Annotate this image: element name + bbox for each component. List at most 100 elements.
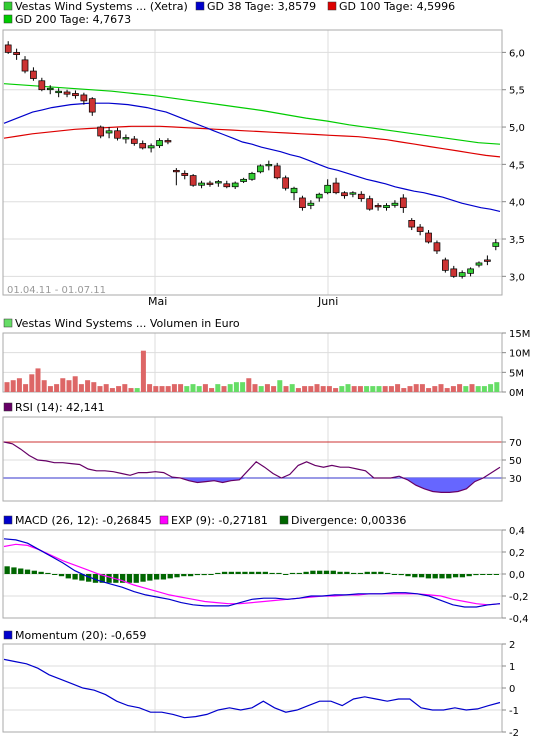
divergence-bar bbox=[194, 574, 201, 576]
divergence-bar bbox=[344, 571, 350, 574]
candle bbox=[172, 168, 180, 186]
volume-bar bbox=[271, 386, 277, 392]
volume-bar bbox=[258, 386, 264, 392]
rsi-tick-label: 50 bbox=[509, 456, 522, 467]
volume-bar bbox=[395, 384, 401, 392]
legend-label-exp: EXP (9): -0,27181 bbox=[171, 514, 268, 527]
candle bbox=[88, 97, 96, 116]
divergence-bar bbox=[65, 574, 71, 579]
candle-body bbox=[408, 220, 416, 228]
candle-body bbox=[130, 138, 138, 144]
candle bbox=[13, 48, 20, 60]
divergence-bar bbox=[228, 571, 235, 574]
legend-label-macd: MACD (26, 12): -0,26845 bbox=[15, 514, 152, 527]
candle-body bbox=[97, 126, 105, 137]
divergence-bar bbox=[79, 574, 85, 581]
candle bbox=[223, 180, 231, 189]
macd-line bbox=[3, 538, 501, 608]
volume-bar bbox=[370, 386, 376, 392]
divergence-bar bbox=[201, 574, 207, 576]
volume-bar bbox=[16, 378, 22, 392]
legend-label-gd200: GD 200 Tage: 4,7673 bbox=[15, 13, 131, 26]
legend-swatch-exp bbox=[159, 515, 169, 525]
divergence-bar bbox=[371, 571, 377, 574]
candle-body bbox=[475, 262, 483, 266]
candle-body bbox=[105, 130, 113, 134]
volume-bar bbox=[54, 384, 60, 392]
candle bbox=[341, 191, 348, 199]
candlesticks bbox=[4, 41, 500, 279]
candle bbox=[231, 181, 239, 189]
divergence-bar bbox=[330, 570, 336, 574]
volume-bar bbox=[463, 386, 469, 392]
volume-bar bbox=[233, 382, 239, 392]
candle bbox=[139, 140, 147, 150]
candle bbox=[4, 41, 12, 54]
candle-body bbox=[349, 192, 357, 195]
volume-bar bbox=[91, 382, 97, 392]
legend-label-price: Vestas Wind Systems ... (Xetra) bbox=[15, 0, 188, 13]
divergence-bar bbox=[439, 574, 445, 579]
divergence-bar bbox=[323, 570, 330, 574]
divergence-bar bbox=[215, 572, 221, 574]
candle bbox=[130, 136, 138, 146]
divergence-bar bbox=[181, 574, 187, 577]
date-range-label: 01.04.11 - 01.07.11 bbox=[7, 285, 106, 296]
candle bbox=[282, 175, 289, 191]
candle-body bbox=[416, 226, 424, 232]
divergence-bar bbox=[18, 568, 24, 574]
divergence-bar bbox=[364, 571, 370, 574]
gd38-polyline bbox=[3, 102, 501, 212]
legend-label-gd100: GD 100 Tage: 4,5996 bbox=[339, 0, 455, 13]
candle-body bbox=[215, 181, 222, 184]
macd-tick-label: 0,4 bbox=[509, 526, 525, 537]
volume-bar bbox=[295, 388, 301, 392]
divergence-bar bbox=[72, 574, 78, 580]
divergence-bar bbox=[187, 574, 194, 577]
volume-bar bbox=[47, 386, 53, 392]
divergence-bar bbox=[310, 570, 316, 574]
candle-body bbox=[240, 178, 247, 182]
candle bbox=[257, 164, 264, 174]
divergence-bars bbox=[4, 566, 499, 583]
rsi-line bbox=[3, 441, 501, 493]
divergence-bar bbox=[24, 569, 31, 574]
legend-swatch-gd38 bbox=[195, 1, 205, 11]
candle bbox=[105, 127, 113, 139]
candle-body bbox=[172, 169, 180, 173]
volume-bar bbox=[66, 380, 72, 392]
candle-body bbox=[425, 232, 432, 243]
volume-bar bbox=[382, 386, 388, 392]
divergence-bar bbox=[11, 567, 17, 574]
candle bbox=[450, 265, 458, 278]
candle-body bbox=[88, 98, 96, 113]
volume-bar bbox=[109, 388, 115, 392]
momentum-grid bbox=[3, 643, 502, 733]
x-label-juni: Juni bbox=[317, 295, 338, 308]
volume-bar bbox=[209, 388, 215, 392]
candle-body bbox=[72, 93, 79, 97]
candle-body bbox=[198, 182, 205, 186]
price-tick-label: 6,0 bbox=[509, 48, 525, 59]
volume-bar bbox=[264, 384, 270, 392]
volume-bar bbox=[426, 388, 432, 392]
candle bbox=[55, 88, 62, 98]
divergence-bar bbox=[493, 574, 499, 575]
momentum-tick-label: 0 bbox=[509, 684, 515, 695]
volume-bar bbox=[326, 386, 332, 392]
candle bbox=[72, 90, 79, 99]
volume-bar bbox=[339, 386, 345, 392]
divergence-bar bbox=[486, 574, 493, 575]
volume-bar bbox=[289, 384, 295, 392]
volume-plot-frame bbox=[2, 332, 503, 393]
momentum-tick-label: 1 bbox=[509, 662, 515, 673]
candle bbox=[265, 160, 273, 171]
volume-bar bbox=[376, 386, 382, 392]
candle-body bbox=[265, 164, 273, 167]
candle-body bbox=[492, 242, 500, 247]
candle-body bbox=[63, 91, 71, 95]
divergence-bar bbox=[147, 574, 153, 581]
volume-tick-label: 15M bbox=[509, 329, 530, 340]
volume-bar bbox=[283, 386, 289, 392]
divergence-bar bbox=[459, 574, 466, 578]
